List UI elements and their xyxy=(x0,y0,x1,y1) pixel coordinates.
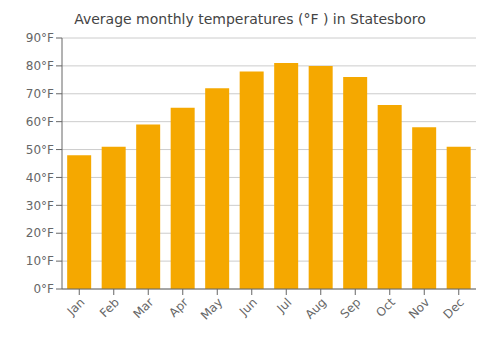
svg-text:Sep: Sep xyxy=(337,295,363,321)
svg-text:40°F: 40°F xyxy=(26,171,54,185)
svg-text:Jan: Jan xyxy=(64,295,88,319)
svg-text:Dec: Dec xyxy=(441,295,467,321)
svg-text:May: May xyxy=(198,295,225,322)
svg-text:20°F: 20°F xyxy=(26,226,54,240)
html-text:Average monthly temperatures (: Average monthly temperatures (°F ) in St… xyxy=(74,11,426,27)
svg-text:90°F: 90°F xyxy=(26,31,54,45)
svg-text:Oct: Oct xyxy=(373,295,398,320)
svg-text:Aug: Aug xyxy=(302,295,328,321)
svg-text:30°F: 30°F xyxy=(26,199,54,213)
svg-text:80°F: 80°F xyxy=(26,59,54,73)
svg-text:0°F: 0°F xyxy=(33,282,54,296)
svg-text:50°F: 50°F xyxy=(26,143,54,157)
svg-text:Jun: Jun xyxy=(236,295,260,319)
svg-text:Feb: Feb xyxy=(97,295,122,320)
svg-text:Jul: Jul xyxy=(274,295,295,316)
svg-text:Nov: Nov xyxy=(406,295,432,321)
svg-text:10°F: 10°F xyxy=(26,254,54,268)
svg-text:Mar: Mar xyxy=(130,295,156,321)
svg-text:60°F: 60°F xyxy=(26,115,54,129)
svg-text:Apr: Apr xyxy=(166,295,191,320)
svg-text:70°F: 70°F xyxy=(26,87,54,101)
